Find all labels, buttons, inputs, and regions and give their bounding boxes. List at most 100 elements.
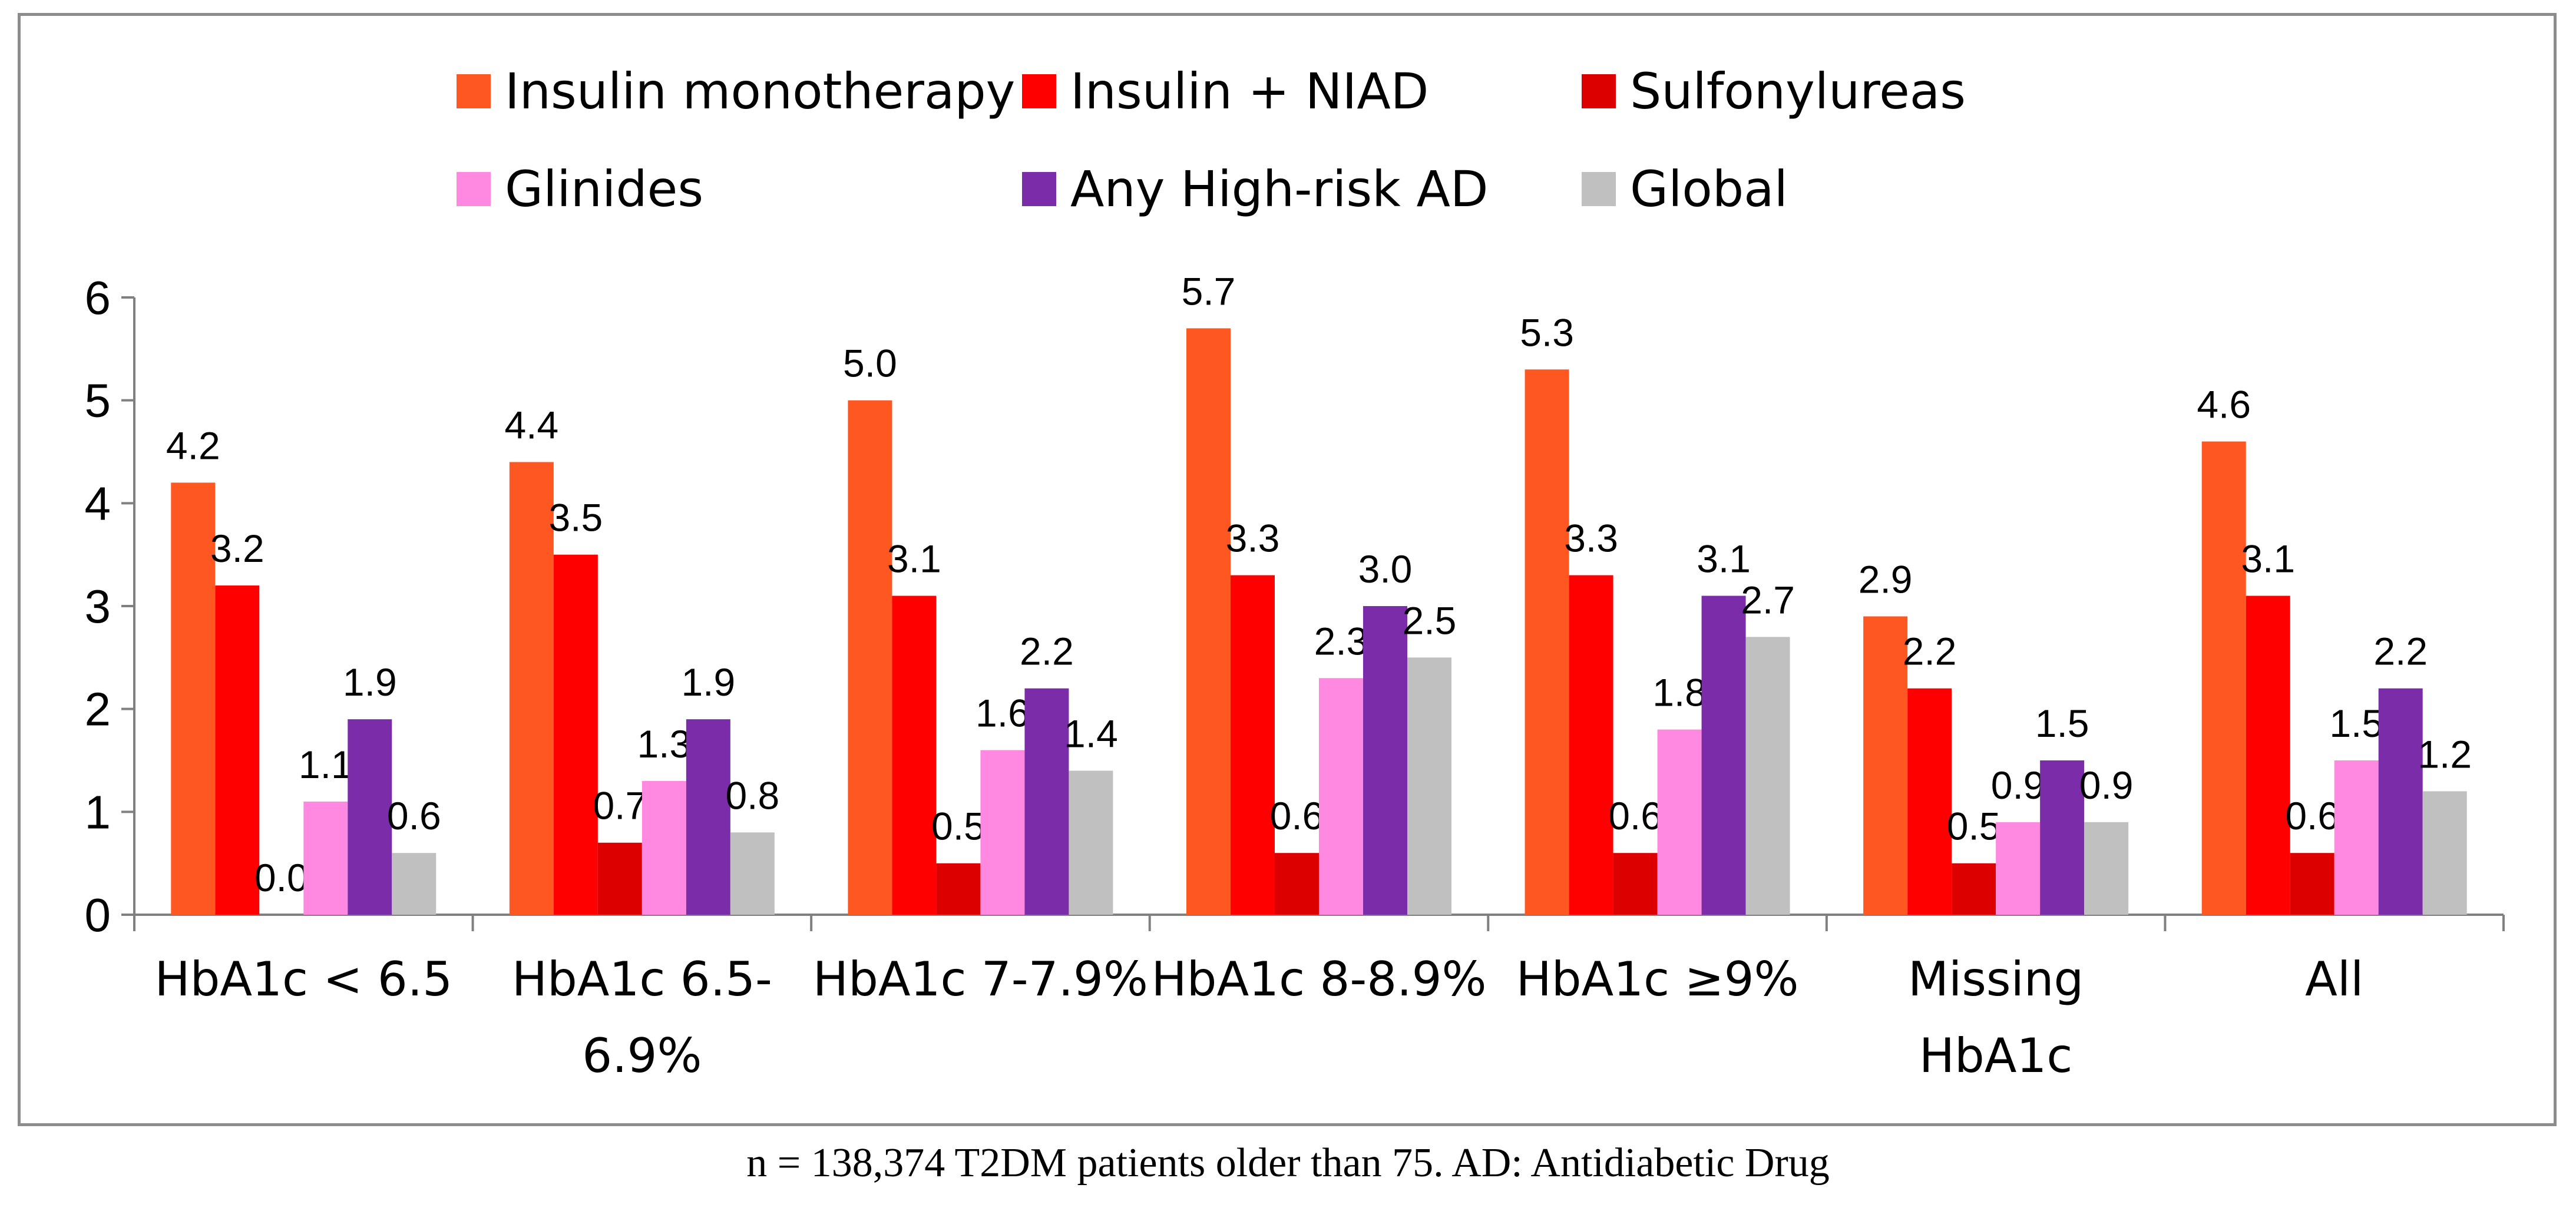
data-label: 5.0: [843, 342, 897, 385]
x-category-label: HbA1c 6.5-: [512, 952, 772, 1007]
data-label: 4.4: [504, 403, 558, 446]
bar: [2084, 822, 2129, 915]
bar: [1363, 606, 1407, 915]
bar: [1701, 595, 1746, 915]
bar: [2422, 791, 2467, 915]
bar: [686, 719, 730, 915]
bar: [1069, 770, 1113, 915]
data-label: 3.3: [1226, 517, 1280, 560]
legend-swatch: [1022, 74, 1056, 108]
bar: [641, 780, 686, 915]
x-category-label: All: [2305, 952, 2363, 1007]
x-category-label: HbA1c 8-8.9%: [1152, 952, 1487, 1007]
data-label: 2.5: [1403, 598, 1457, 642]
bar: [1319, 678, 1363, 915]
y-tick-label: 2: [85, 683, 111, 736]
data-label: 1.9: [343, 660, 397, 704]
y-tick-label: 0: [85, 889, 111, 941]
data-label: 5.7: [1182, 269, 1236, 313]
bar: [1569, 575, 1613, 915]
x-category-label: HbA1c < 6.5: [154, 952, 452, 1007]
data-label: 0.9: [2079, 763, 2134, 807]
legend-label: Sulfonylureas: [1630, 62, 1966, 120]
x-category-label: HbA1c 7-7.9%: [813, 952, 1148, 1007]
legend-swatch: [1582, 172, 1616, 206]
bar: [509, 462, 554, 915]
y-tick-label: 1: [85, 786, 111, 838]
data-label: 1.2: [2418, 732, 2472, 776]
bar: [1657, 729, 1702, 915]
bar: [1231, 575, 1275, 915]
data-label: 3.1: [1697, 537, 1751, 581]
bar: [1745, 637, 1790, 915]
bar: [892, 595, 937, 915]
bar: [1525, 369, 1569, 915]
x-category-label: Missing: [1908, 952, 2084, 1007]
data-label: 0.8: [725, 773, 779, 817]
data-label: 0.6: [1270, 794, 1324, 838]
x-category-label: HbA1c ≥9%: [1516, 952, 1799, 1007]
data-label: 2.2: [2373, 630, 2428, 673]
bar: [1952, 863, 1996, 915]
legend-label: Insulin + NIAD: [1070, 62, 1428, 120]
bar: [936, 863, 981, 915]
bar: [215, 585, 260, 915]
data-label: 3.1: [887, 537, 941, 581]
legend-label: Any High-risk AD: [1070, 160, 1489, 218]
legend-label: Global: [1630, 160, 1788, 218]
data-label: 4.2: [166, 423, 220, 467]
bar: [553, 554, 598, 915]
bar: [2378, 688, 2423, 915]
data-label: 0.6: [387, 794, 441, 838]
bar: [1407, 657, 1451, 915]
data-label: 1.5: [2329, 702, 2383, 745]
bar: [2290, 853, 2334, 915]
data-label: 0.7: [593, 784, 647, 828]
legend-label: Insulin monotherapy: [505, 62, 1015, 120]
bar: [980, 750, 1025, 915]
data-label: 0.6: [1608, 794, 1662, 838]
x-category-label: HbA1c: [1919, 1028, 2073, 1083]
data-label: 1.1: [299, 743, 353, 786]
bar: [1996, 822, 2041, 915]
bar: [1907, 688, 1952, 915]
bar-chart: Insulin monotherapy Insulin + NIAD Sulfony…: [85, 62, 2505, 1083]
bar: [1275, 853, 1319, 915]
data-label: 3.1: [2241, 537, 2295, 581]
bar: [597, 842, 642, 915]
legend-label: Glinides: [505, 160, 703, 218]
data-label: 2.3: [1314, 619, 1368, 663]
data-label: 2.2: [1903, 630, 1957, 673]
data-label: 5.3: [1520, 310, 1574, 354]
data-label: 2.7: [1741, 578, 1795, 621]
legend-swatch: [1582, 74, 1616, 108]
data-label: 0.5: [1947, 805, 2001, 848]
data-label: 4.6: [2197, 383, 2251, 426]
bar: [2040, 760, 2085, 915]
data-label: 3.2: [210, 527, 264, 570]
bar: [171, 482, 216, 915]
bar: [2334, 760, 2379, 915]
y-tick-label: 4: [85, 477, 111, 530]
bar: [303, 801, 348, 915]
bar: [2246, 595, 2290, 915]
data-label: 2.9: [1859, 557, 1913, 601]
legend-swatch: [457, 172, 491, 206]
data-label: 1.3: [637, 722, 691, 766]
data-label: 3.5: [548, 496, 603, 540]
figure-caption: n = 138,374 T2DM patients older than 75.…: [746, 1140, 1830, 1186]
chart-frame: Insulin monotherapy Insulin + NIAD Sulfony…: [18, 13, 2557, 1126]
data-label: 1.8: [1652, 671, 1707, 714]
data-label: 1.4: [1064, 712, 1118, 755]
data-label: 0.0: [254, 856, 309, 899]
data-label: 1.6: [975, 691, 1030, 735]
bar: [1863, 616, 1908, 915]
bar: [1613, 853, 1658, 915]
y-tick-label: 3: [85, 580, 111, 633]
bar: [1186, 328, 1231, 915]
legend-swatch: [1022, 172, 1056, 206]
bar: [1024, 688, 1069, 915]
y-tick-label: 6: [85, 272, 111, 324]
bar: [2201, 441, 2246, 915]
bar: [848, 400, 892, 915]
